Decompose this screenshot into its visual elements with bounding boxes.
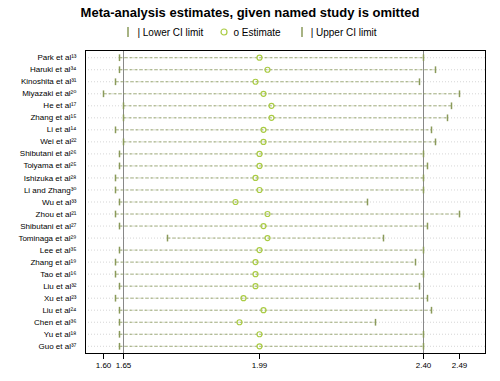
svg-text:Tominaga et al²⁹: Tominaga et al²⁹ [18,234,76,243]
svg-text:1.99: 1.99 [252,361,268,370]
svg-text:1.65: 1.65 [116,361,132,370]
svg-text:Ishizuka et al²⁸: Ishizuka et al²⁸ [24,174,77,183]
html-text:| Lower CI limit: | Lower CI limit [137,26,204,38]
svg-text:Wu et al³³: Wu et al³³ [42,198,77,207]
svg-text:Li and Zhang³⁰: Li and Zhang³⁰ [24,186,77,195]
svg-text:2.40: 2.40 [416,361,432,370]
svg-text:Li et al¹⁴: Li et al¹⁴ [47,125,77,134]
svg-text:Kinoshita et al³¹: Kinoshita et al³¹ [21,77,77,86]
svg-text:Chen et al³⁶: Chen et al³⁶ [34,318,76,327]
svg-text:Yu et al¹⁸: Yu et al¹⁸ [44,330,77,339]
svg-text:Shibutani et al²⁷: Shibutani et al²⁷ [20,222,76,231]
svg-text:Xu et al²³: Xu et al²³ [44,294,77,303]
svg-text:Wei et al²²: Wei et al²² [40,137,77,146]
svg-text:Park et al¹³: Park et al¹³ [37,53,76,62]
svg-text:Haruki et al³⁴: Haruki et al³⁴ [30,65,77,74]
svg-text:Zhang et al¹⁵: Zhang et al¹⁵ [30,113,76,122]
html-text:| Upper CI limit: | Upper CI limit [310,26,377,38]
svg-text:Zhang et al¹⁹: Zhang et al¹⁹ [30,258,76,267]
svg-text:Guo et al³⁷: Guo et al³⁷ [38,342,76,351]
svg-text:Shibutani et al²⁶: Shibutani et al²⁶ [20,149,77,158]
svg-text:Lee et al³⁵: Lee et al³⁵ [40,246,77,255]
svg-text:Liu et al²⁴: Liu et al²⁴ [42,306,77,315]
svg-text:Tao et al¹⁶: Tao et al¹⁶ [40,270,76,279]
svg-text:1.60: 1.60 [96,361,112,370]
html-text:Meta-analysis estimates, given: Meta-analysis estimates, given named stu… [80,5,420,20]
svg-text:2.49: 2.49 [452,361,468,370]
svg-text:He et al¹⁷: He et al¹⁷ [43,101,76,110]
svg-text:Zhou et al²¹: Zhou et al²¹ [36,210,77,219]
svg-text:Liu et al³²: Liu et al³² [43,282,77,291]
html-text:o Estimate: o Estimate [233,26,281,38]
svg-text:Miyazaki et al²⁰: Miyazaki et al²⁰ [22,89,76,98]
svg-text:Toiyama et al²⁵: Toiyama et al²⁵ [23,161,76,170]
